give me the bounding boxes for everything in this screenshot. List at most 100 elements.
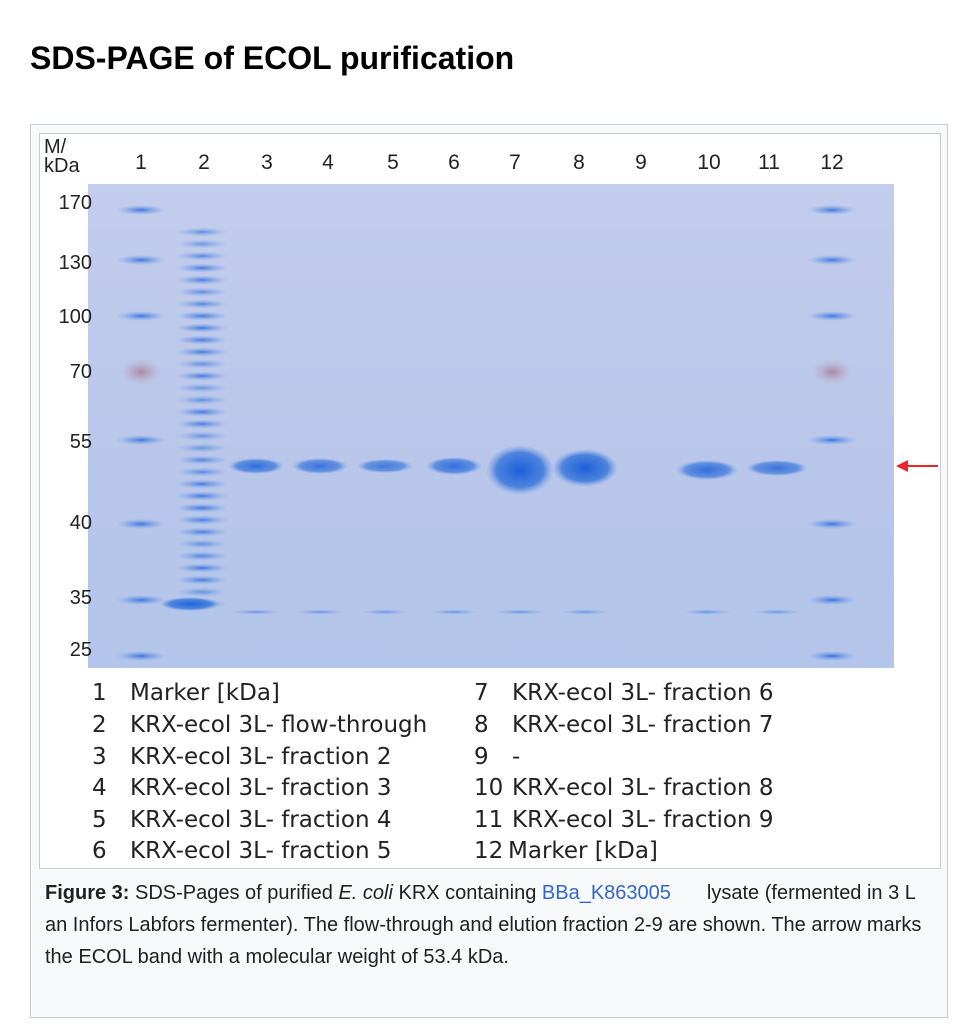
mw-marker-label: 35 (70, 587, 92, 610)
mw-marker-label: 170 (59, 192, 92, 215)
lysate-band (176, 504, 228, 513)
marker-band (807, 311, 857, 321)
lysate-band (176, 300, 228, 309)
lane-number: 3 (261, 151, 273, 175)
lysate-band (176, 456, 228, 465)
axis-title: M/ kDa (44, 138, 80, 176)
mw-marker-label: 25 (70, 639, 92, 662)
faint-band (231, 610, 281, 615)
caption-label: Figure 3: (45, 882, 129, 904)
lysate-band (176, 336, 228, 345)
lysate-band (176, 468, 228, 477)
ecol-band (228, 458, 284, 474)
marker-band (116, 311, 166, 321)
marker-band (807, 651, 857, 661)
lane-number: 7 (509, 151, 521, 175)
legend-item: 11 KRX-ecol 3L- fraction 9 (474, 807, 774, 837)
mw-marker-label: 55 (70, 431, 92, 454)
faint-band (682, 610, 732, 615)
marker-band (116, 205, 166, 215)
lysate-band (176, 516, 228, 525)
ecol-band (357, 459, 413, 473)
lysate-band (176, 288, 228, 297)
lysate-band (176, 420, 228, 429)
ecol-band (746, 460, 808, 476)
biobrick-link[interactable]: BBa_K863005 (542, 882, 671, 904)
marker-band (811, 359, 853, 385)
legend-item: 12 Marker [kDa] (474, 838, 658, 868)
mw-marker-label: 40 (70, 512, 92, 535)
lysate-band (176, 492, 228, 501)
lysate-band (176, 432, 228, 441)
lysate-band (176, 348, 228, 357)
lysate-band (176, 564, 228, 573)
lysate-band (176, 396, 228, 405)
lane-number: 6 (448, 151, 460, 175)
lane-number: 1 (135, 151, 147, 175)
legend-item: 6 KRX-ecol 3L- fraction 5 (92, 838, 392, 868)
ecol-band (426, 457, 482, 475)
marker-band (120, 359, 162, 385)
marker-band (116, 255, 166, 265)
mw-marker-label: 130 (59, 252, 92, 275)
marker-band (116, 651, 166, 661)
lysate-band (160, 597, 220, 611)
lane-number: 2 (198, 151, 210, 175)
lysate-band (176, 444, 228, 453)
faint-band (560, 610, 610, 615)
ecol-band (676, 460, 738, 480)
lysate-band (176, 480, 228, 489)
page-title: SDS-PAGE of ECOL purification (30, 40, 514, 77)
ecol-band (292, 458, 348, 474)
lysate-band (176, 588, 228, 597)
faint-band (429, 610, 479, 615)
legend-item: 4 KRX-ecol 3L- fraction 3 (92, 775, 392, 805)
legend-item: 8 KRX-ecol 3L- fraction 7 (474, 712, 774, 742)
lysate-band (176, 264, 228, 273)
lysate-band (176, 528, 228, 537)
marker-band (116, 519, 166, 529)
legend-item: 2 KRX-ecol 3L- flow-through (92, 712, 427, 742)
marker-band (807, 435, 857, 445)
lane-number: 11 (758, 151, 780, 175)
marker-band (807, 255, 857, 265)
lane-number: 5 (387, 151, 399, 175)
lane-number: 10 (697, 151, 720, 175)
faint-band (752, 610, 802, 615)
lysate-band (176, 384, 228, 393)
legend-item: 10 KRX-ecol 3L- fraction 8 (474, 775, 774, 805)
caption-text: SDS-Pages of purified (129, 882, 338, 904)
legend-item: 9- (474, 744, 520, 774)
mw-marker-label: 100 (59, 306, 92, 329)
marker-band (807, 595, 857, 605)
lysate-band (176, 552, 228, 561)
marker-band (807, 205, 857, 215)
lysate-band (176, 276, 228, 285)
lysate-band (176, 228, 228, 237)
gel-image: M/ kDa 1 2 3 4 5 6 7 8 9 10 11 12 170 13… (39, 133, 941, 869)
faint-band (495, 610, 545, 615)
figure-caption: Figure 3: SDS-Pages of purified E. coli … (45, 877, 925, 973)
lane-number: 8 (573, 151, 585, 175)
marker-band (116, 435, 166, 445)
lysate-band (176, 372, 228, 381)
lane-number: 4 (322, 151, 334, 175)
faint-band (360, 610, 410, 615)
caption-text: KRX containing (393, 882, 542, 904)
lysate-band (176, 324, 228, 333)
lysate-band (176, 408, 228, 417)
legend-item: 5 KRX-ecol 3L- fraction 4 (92, 807, 392, 837)
lysate-band (176, 240, 228, 249)
marker-band (807, 519, 857, 529)
axis-title-line2: kDa (44, 157, 80, 176)
legend-item: 3 KRX-ecol 3L- fraction 2 (92, 744, 392, 774)
legend-item: 7 KRX-ecol 3L- fraction 6 (474, 680, 774, 710)
marker-band (116, 595, 166, 605)
legend-item: 1 Marker [kDa] (92, 680, 280, 710)
lysate-band (176, 540, 228, 549)
lysate-band (176, 252, 228, 261)
figure-box: M/ kDa 1 2 3 4 5 6 7 8 9 10 11 12 170 13… (30, 124, 948, 1018)
ecol-band (486, 445, 554, 495)
ecol-band (552, 449, 618, 487)
mw-marker-label: 70 (70, 361, 92, 384)
